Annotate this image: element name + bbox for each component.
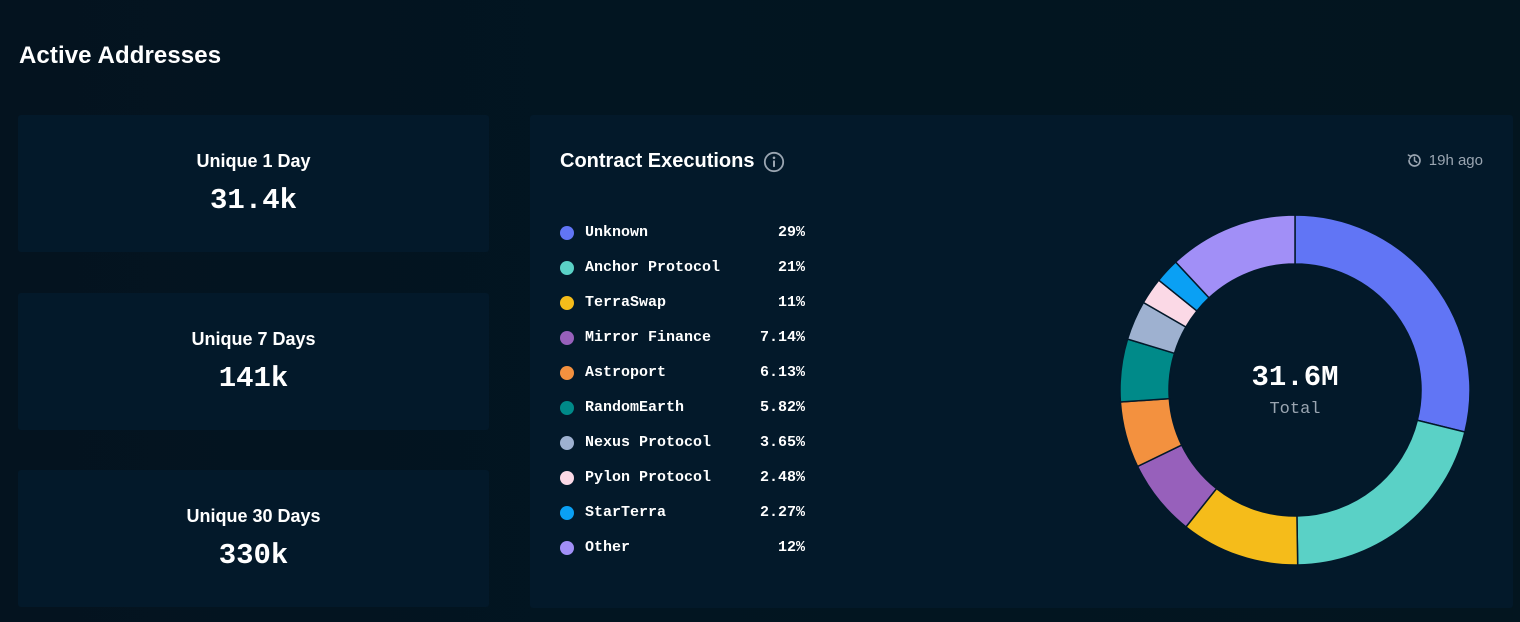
legend-item[interactable]: StarTerra 2.27% <box>560 495 805 530</box>
legend-label: TerraSwap <box>585 294 667 311</box>
last-updated: 19h ago <box>1406 152 1483 169</box>
legend-item[interactable]: Other 12% <box>560 530 805 565</box>
stat-card-unique-1-day: Unique 1 Day 31.4k <box>18 115 489 252</box>
legend-percent: 2.48% <box>759 469 805 486</box>
chart-legend: Unknown 29% Anchor Protocol 21% TerraSwap 11%… <box>560 215 805 565</box>
stat-value: 31.4k <box>209 184 297 217</box>
legend-label: Astroport <box>585 364 667 381</box>
legend-item[interactable]: Pylon Protocol 2.48% <box>560 460 805 495</box>
last-updated-text: 19h ago <box>1428 152 1483 169</box>
stat-value: 330k <box>218 539 289 572</box>
legend-label: StarTerra <box>585 504 667 521</box>
legend-item[interactable]: Astroport 6.13% <box>560 355 805 390</box>
panel-title: Contract Executions <box>560 150 755 172</box>
donut-slice-other[interactable] <box>1174 214 1296 299</box>
stat-value: 141k <box>218 362 289 395</box>
stat-label: Unique 30 Days <box>186 506 321 526</box>
legend-percent: 3.65% <box>759 434 805 451</box>
legend-percent: 29% <box>777 224 805 241</box>
stat-label: Unique 7 Days <box>191 329 316 349</box>
legend-item[interactable]: RandomEarth 5.82% <box>560 390 805 425</box>
legend-percent: 11% <box>777 294 805 311</box>
contract-executions-panel: Contract Executions 19h ago Unknown 29% An… <box>530 115 1513 608</box>
donut-chart: 31.6M Total <box>1119 214 1471 566</box>
legend-label: RandomEarth <box>585 399 685 416</box>
legend-item[interactable]: Anchor Protocol 21% <box>560 250 805 285</box>
legend-label: Unknown <box>585 224 649 241</box>
legend-item[interactable]: Mirror Finance 7.14% <box>560 320 805 355</box>
donut-chart-svg <box>1119 214 1471 566</box>
legend-label: Nexus Protocol <box>585 434 712 451</box>
legend-color-dot <box>560 505 574 520</box>
legend-percent: 12% <box>777 539 805 556</box>
info-circle-icon[interactable] <box>763 151 785 173</box>
legend-percent: 2.27% <box>759 504 805 521</box>
legend-label: Anchor Protocol <box>585 259 721 276</box>
legend-label: Pylon Protocol <box>585 469 712 486</box>
legend-percent: 7.14% <box>759 329 805 346</box>
donut-slice-anchor-protocol[interactable] <box>1296 419 1466 566</box>
legend-color-dot <box>560 225 574 240</box>
stat-card-unique-7-days: Unique 7 Days 141k <box>18 293 489 430</box>
legend-item[interactable]: Nexus Protocol 3.65% <box>560 425 805 460</box>
stat-card-unique-30-days: Unique 30 Days 330k <box>18 470 489 607</box>
stat-label: Unique 1 Day <box>196 151 311 171</box>
legend-label: Other <box>585 539 631 556</box>
page-title: Active Addresses <box>19 42 222 69</box>
legend-item[interactable]: Unknown 29% <box>560 215 805 250</box>
legend-color-dot <box>560 330 574 345</box>
legend-color-dot <box>560 540 574 555</box>
legend-color-dot <box>560 435 574 450</box>
clock-refresh-icon <box>1407 154 1421 167</box>
donut-slice-unknown[interactable] <box>1294 214 1471 433</box>
legend-percent: 6.13% <box>759 364 805 381</box>
legend-percent: 5.82% <box>759 399 805 416</box>
legend-color-dot <box>560 365 574 380</box>
legend-label: Mirror Finance <box>585 329 712 346</box>
legend-color-dot <box>560 260 574 275</box>
legend-color-dot <box>560 470 574 485</box>
legend-color-dot <box>560 400 574 415</box>
legend-color-dot <box>560 295 574 310</box>
legend-item[interactable]: TerraSwap 11% <box>560 285 805 320</box>
legend-percent: 21% <box>777 259 805 276</box>
